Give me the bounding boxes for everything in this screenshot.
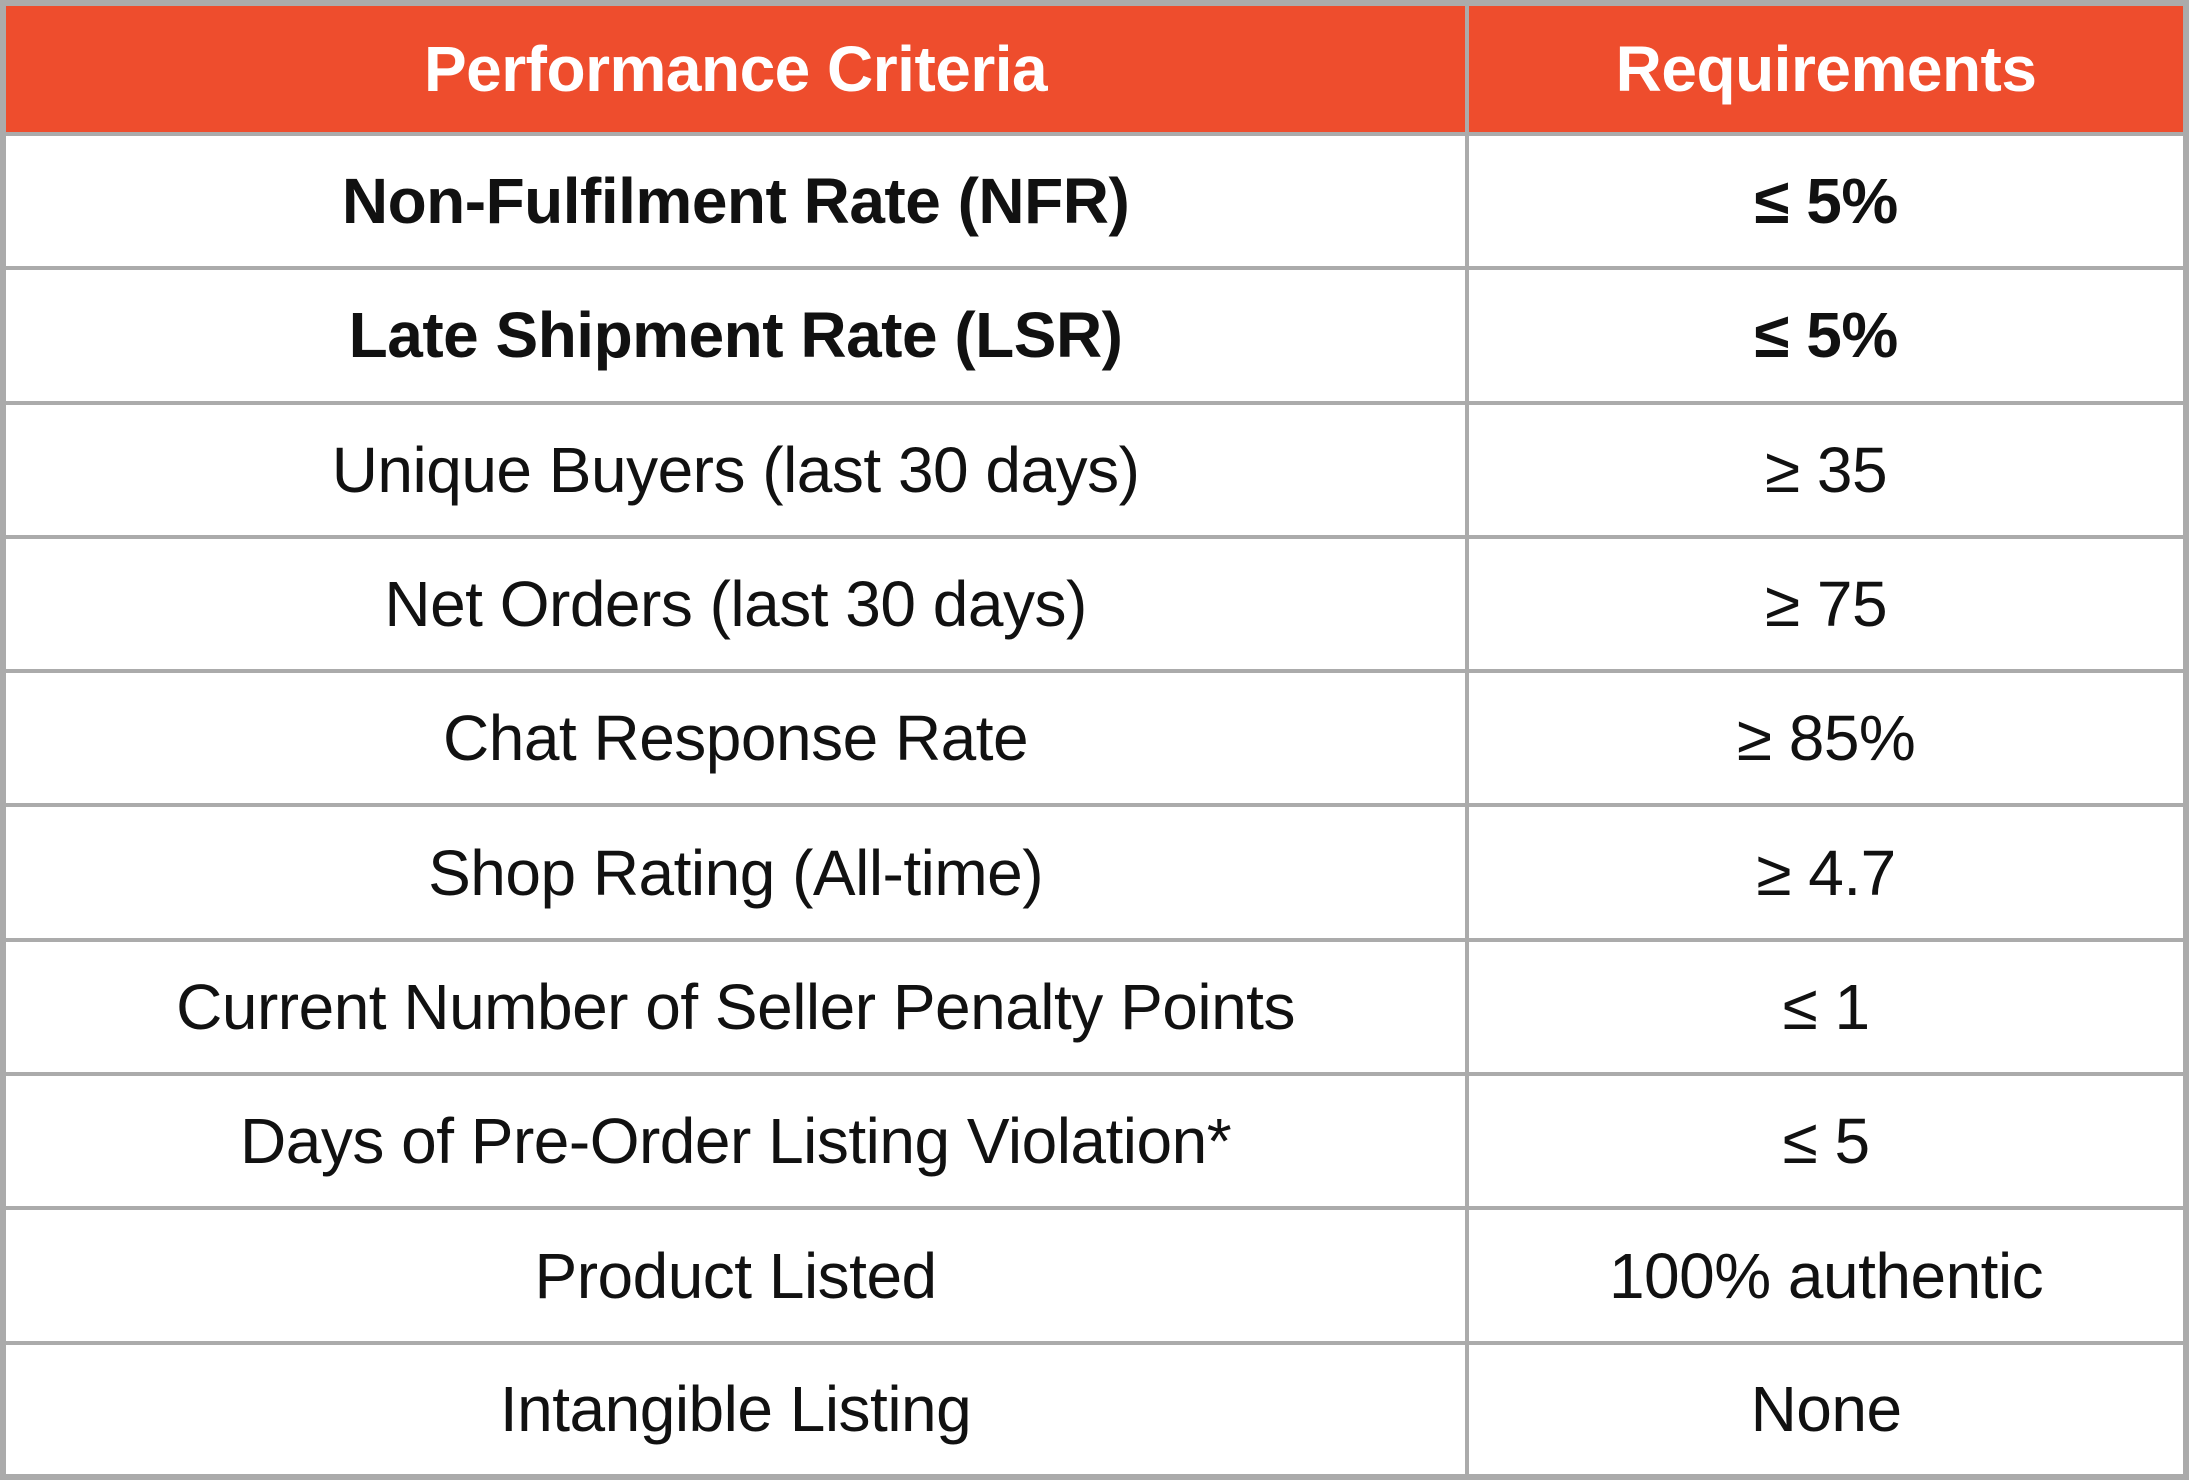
table-header: Performance Criteria Requirements	[0, 1, 2188, 136]
criteria-cell: Net Orders (last 30 days)	[0, 534, 1470, 674]
criteria-cell: Unique Buyers (last 30 days)	[0, 400, 1470, 539]
requirement-cell: ≥ 4.7	[1465, 803, 2188, 942]
criteria-cell: Days of Pre-Order Listing Violation*	[0, 1072, 1470, 1211]
table-body: Non-Fulfilment Rate (NFR) ≤ 5% Late Ship…	[0, 131, 2188, 1480]
criteria-cell: Non-Fulfilment Rate (NFR)	[0, 131, 1470, 271]
table-row: Current Number of Seller Penalty Points …	[0, 937, 2188, 1077]
table-row: Shop Rating (All-time) ≥ 4.7	[0, 803, 2188, 942]
table-row: Chat Response Rate ≥ 85%	[0, 669, 2188, 808]
header-row: Performance Criteria Requirements	[0, 1, 2188, 136]
requirement-cell: ≤ 1	[1465, 937, 2188, 1077]
criteria-cell: Product Listed	[0, 1206, 1470, 1345]
column-header-performance-criteria: Performance Criteria	[0, 1, 1470, 136]
table-row: Unique Buyers (last 30 days) ≥ 35	[0, 400, 2188, 539]
requirement-cell: None	[1465, 1340, 2188, 1480]
requirement-cell: 100% authentic	[1465, 1206, 2188, 1345]
criteria-cell: Intangible Listing	[0, 1340, 1470, 1480]
criteria-cell: Late Shipment Rate (LSR)	[0, 266, 1470, 405]
requirement-cell: ≥ 85%	[1465, 669, 2188, 808]
table-row: Late Shipment Rate (LSR) ≤ 5%	[0, 266, 2188, 405]
requirement-cell: ≥ 35	[1465, 400, 2188, 539]
table-row: Intangible Listing None	[0, 1340, 2188, 1480]
criteria-cell: Shop Rating (All-time)	[0, 803, 1470, 942]
requirement-cell: ≤ 5%	[1465, 266, 2188, 405]
table-row: Net Orders (last 30 days) ≥ 75	[0, 534, 2188, 674]
requirement-cell: ≥ 75	[1465, 534, 2188, 674]
table-row: Product Listed 100% authentic	[0, 1206, 2188, 1345]
column-header-requirements: Requirements	[1465, 1, 2188, 136]
criteria-cell: Current Number of Seller Penalty Points	[0, 937, 1470, 1077]
table-row: Days of Pre-Order Listing Violation* ≤ 5	[0, 1072, 2188, 1211]
requirement-cell: ≤ 5%	[1465, 131, 2188, 271]
criteria-cell: Chat Response Rate	[0, 669, 1470, 808]
table-row: Non-Fulfilment Rate (NFR) ≤ 5%	[0, 131, 2188, 271]
requirement-cell: ≤ 5	[1465, 1072, 2188, 1211]
